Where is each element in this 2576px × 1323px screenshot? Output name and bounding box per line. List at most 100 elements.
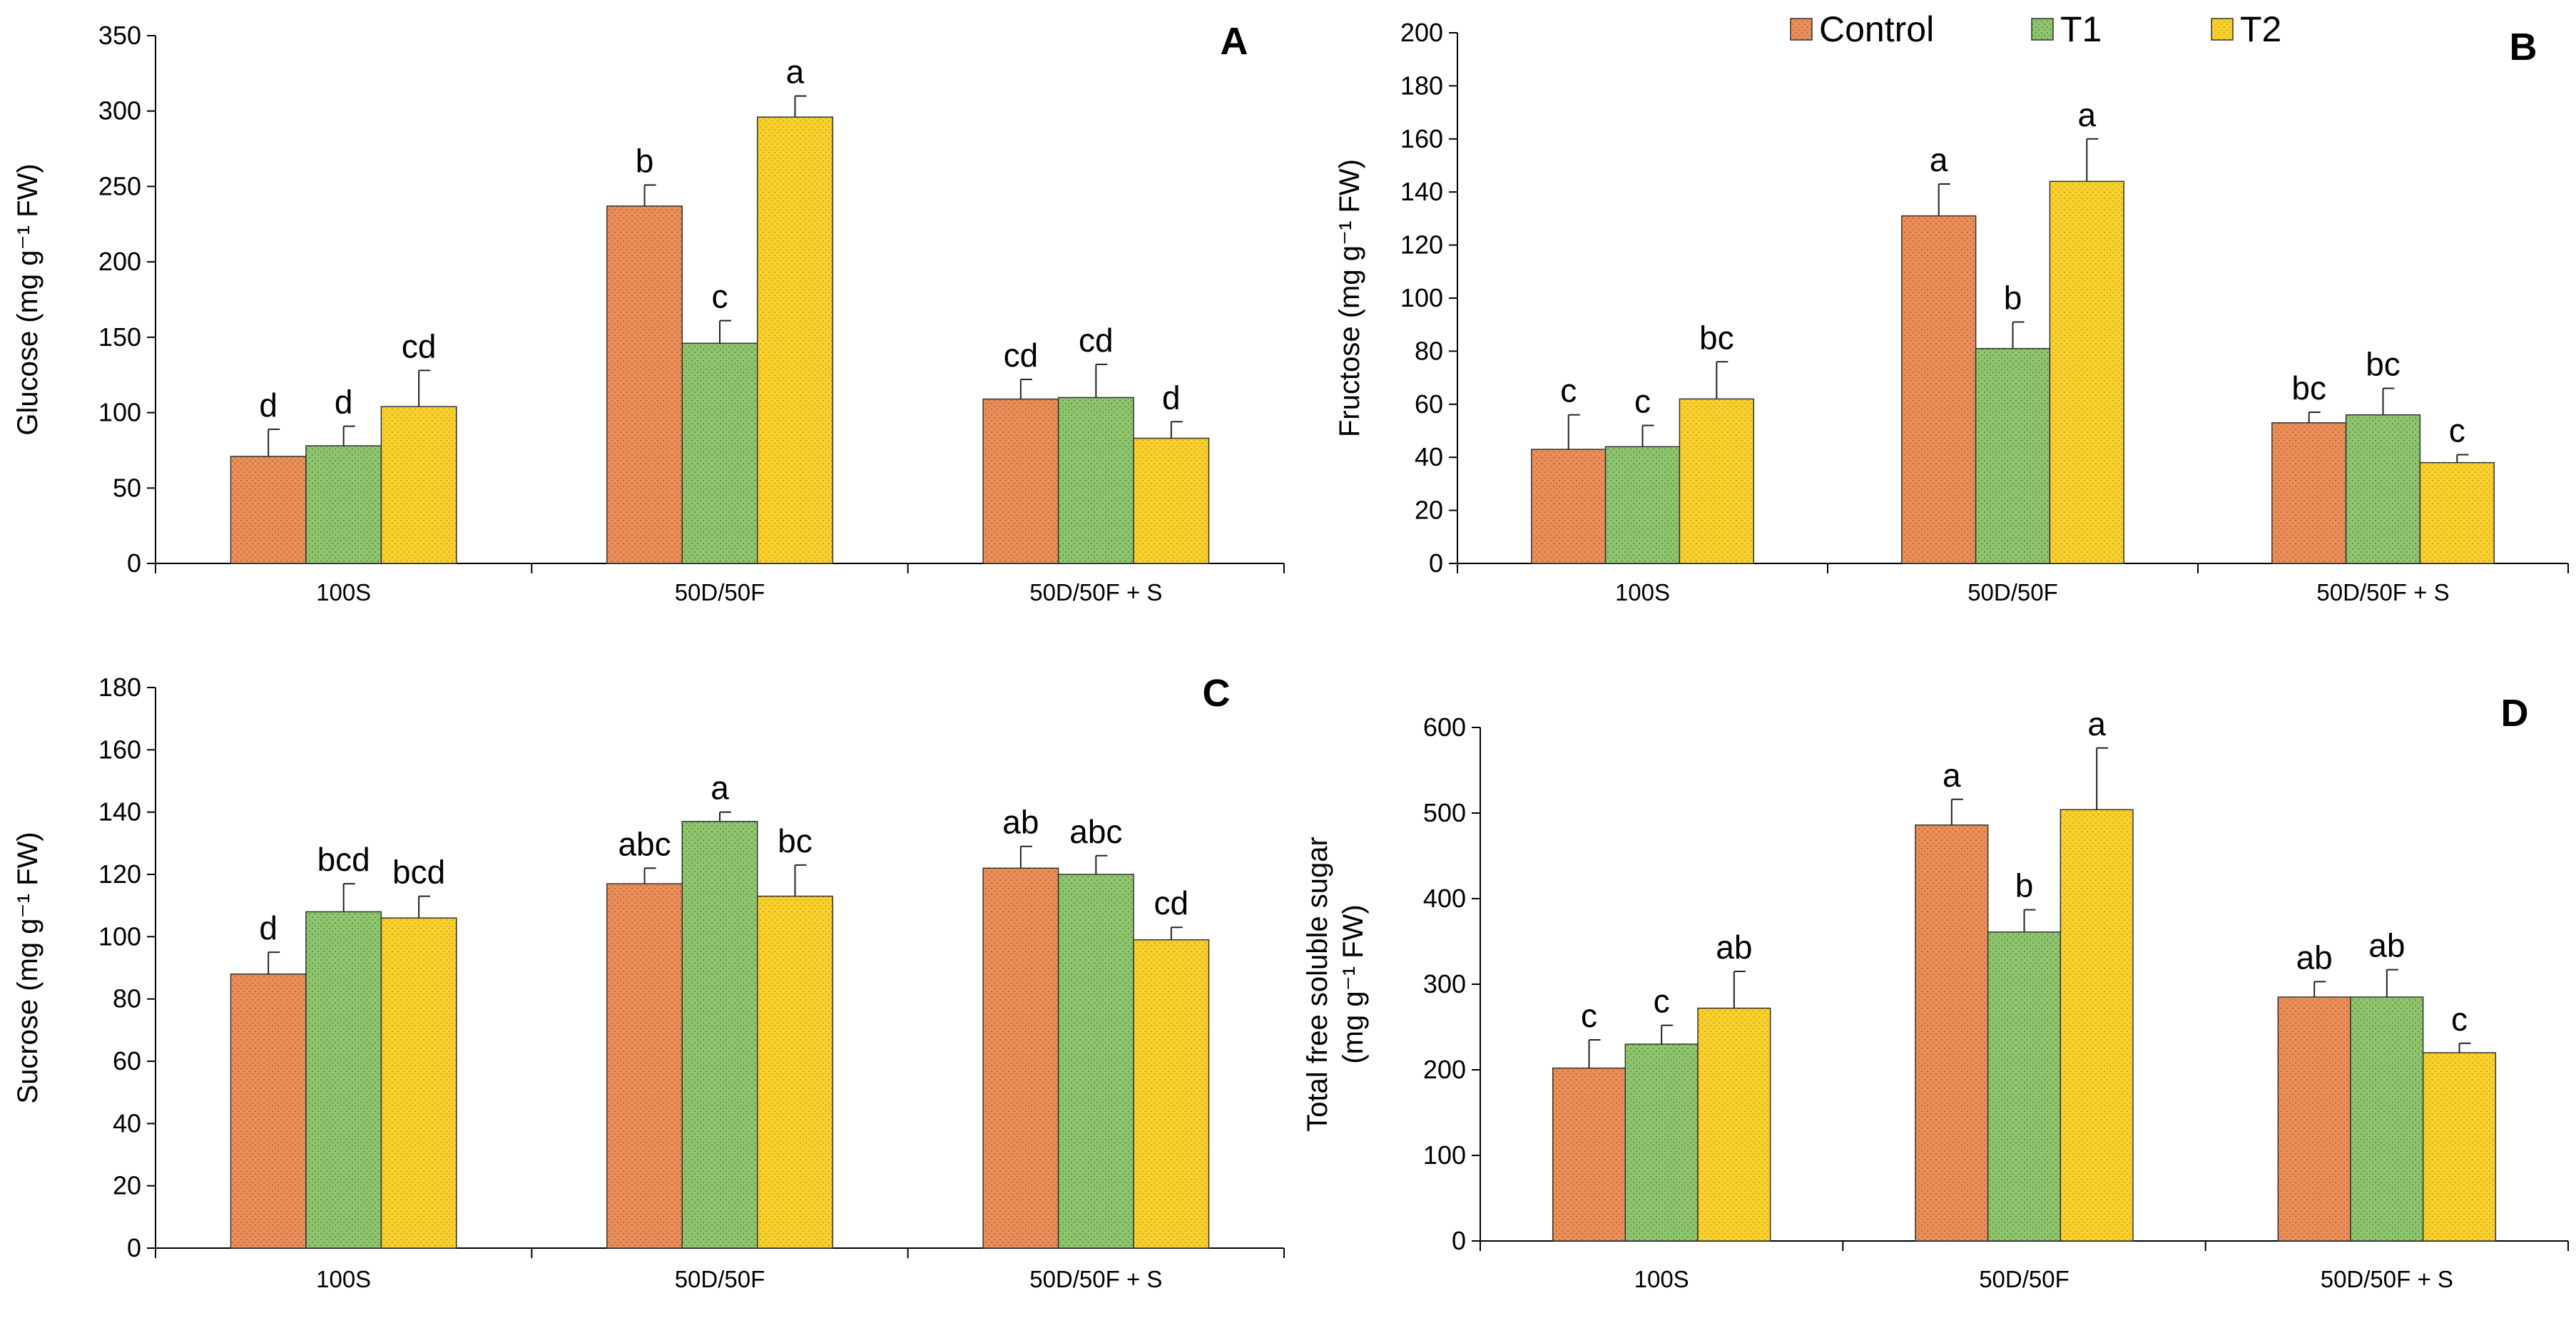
x-category-label: 50D/50F: [1967, 579, 2058, 606]
significance-letter: c: [1581, 997, 1597, 1034]
significance-letter: c: [1634, 383, 1651, 420]
bar-t2: [1133, 939, 1210, 1249]
bar-control: [2277, 996, 2351, 1242]
x-category-label: 100S: [316, 1266, 371, 1292]
y-tick-label: 100: [1423, 1140, 1466, 1170]
bar-t1: [681, 821, 758, 1249]
x-category-label: 50D/50F: [1979, 1266, 2070, 1292]
y-axis-label: (mg g⁻¹ FW): [1338, 904, 1369, 1063]
significance-letter: bc: [2366, 345, 2401, 382]
y-tick-label: 180: [98, 673, 141, 702]
y-tick-label: 80: [1415, 336, 1443, 365]
bar-t1: [1057, 874, 1134, 1249]
y-tick-label: 20: [113, 1171, 141, 1200]
significance-letter: d: [1162, 379, 1181, 416]
legend: Control T1 T2: [1790, 9, 2281, 49]
y-tick-label: 250: [98, 171, 141, 200]
bar-t1: [2350, 996, 2424, 1242]
bar-t2: [2419, 461, 2495, 564]
y-tick-label: 60: [113, 1046, 141, 1076]
x-category-label: 50D/50F: [675, 1266, 765, 1292]
significance-letter: d: [335, 384, 353, 421]
bar-t2: [1697, 1007, 1771, 1242]
x-category-label: 100S: [316, 579, 371, 606]
y-tick-label: 60: [1415, 389, 1443, 419]
significance-letter: a: [1930, 141, 1948, 178]
bar-t1: [305, 445, 382, 564]
bar-t2: [380, 406, 457, 564]
bar-control: [1552, 1067, 1626, 1242]
y-tick-label: 400: [1423, 884, 1466, 913]
bar-t1: [1604, 446, 1681, 564]
y-tick-label: 120: [1400, 230, 1443, 260]
y-tick-label: 0: [1429, 548, 1443, 578]
y-tick-label: 0: [1452, 1226, 1466, 1255]
y-tick-label: 140: [98, 797, 141, 827]
significance-letter: a: [2087, 705, 2106, 742]
significance-letter: b: [636, 142, 654, 179]
bar-t1: [305, 911, 382, 1249]
significance-letter: c: [2449, 412, 2465, 449]
significance-letter: bc: [1699, 319, 1734, 356]
y-tick-label: 200: [98, 247, 141, 276]
significance-letter: cd: [402, 327, 437, 364]
y-tick-label: 0: [127, 1233, 141, 1262]
significance-letter: ab: [2296, 939, 2333, 976]
significance-letter: a: [1943, 757, 1961, 794]
bar-control: [982, 867, 1059, 1249]
y-tick-label: 120: [98, 859, 141, 889]
panel-letter: C: [1203, 672, 1231, 715]
bar-t1: [1975, 347, 2051, 564]
bar-control: [2271, 422, 2347, 564]
significance-letter: cd: [1154, 884, 1189, 921]
y-tick-label: 40: [1415, 442, 1443, 471]
panel-letter: B: [2510, 26, 2537, 68]
x-category-label: 50D/50F: [675, 579, 765, 606]
y-tick-label: 150: [98, 322, 141, 352]
significance-letter: c: [2451, 1001, 2468, 1038]
significance-letter: a: [711, 770, 729, 807]
y-tick-label: 160: [1400, 124, 1443, 153]
bar-control: [1915, 824, 1989, 1242]
significance-letter: abc: [1069, 813, 1122, 850]
significance-letter: cd: [1079, 322, 1114, 359]
x-category-label: 50D/50F + S: [1029, 1266, 1162, 1292]
significance-letter: b: [2004, 279, 2022, 316]
y-tick-label: 0: [127, 548, 141, 578]
significance-letter: b: [2015, 867, 2034, 904]
significance-letter: bcd: [392, 854, 445, 891]
bar-t2: [380, 917, 457, 1249]
y-tick-label: 300: [98, 96, 141, 126]
legend-label-t1: T1: [2060, 9, 2102, 49]
y-tick-label: 100: [98, 921, 141, 951]
bar-control: [982, 398, 1059, 564]
bar-t2: [756, 895, 833, 1249]
bar-control: [606, 205, 683, 564]
panel-letter: D: [2501, 692, 2529, 735]
significance-letter: a: [2078, 96, 2097, 133]
legend-label-t2: T2: [2240, 9, 2281, 49]
bar-control: [1901, 215, 1977, 564]
bar-t2: [1679, 398, 1754, 564]
significance-letter: bc: [778, 822, 813, 859]
y-tick-label: 200: [1400, 18, 1443, 47]
significance-letter: c: [1654, 983, 1670, 1020]
bar-t1: [1624, 1043, 1699, 1242]
y-axis-label: Sucrose (mg g⁻¹ FW): [12, 832, 44, 1103]
x-category-label: 100S: [1615, 579, 1670, 606]
significance-letter: bcd: [317, 841, 370, 878]
bar-t2: [1133, 437, 1210, 564]
y-tick-label: 20: [1415, 496, 1443, 525]
chart-panel-c: 0 20 40 60 80 100 120 140 160 180 Sucrose (mg g⁻¹ …: [12, 672, 1285, 1292]
x-category-label: 50D/50F + S: [1029, 579, 1162, 606]
bar-t1: [2345, 414, 2421, 564]
y-tick-label: 180: [1400, 71, 1443, 100]
legend-swatch-t2: [2211, 18, 2234, 41]
significance-letter: c: [712, 278, 728, 315]
significance-letter: abc: [618, 825, 671, 862]
x-category-label: 50D/50F + S: [2316, 579, 2449, 606]
significance-letter: c: [1560, 372, 1577, 409]
legend-swatch-t1: [2031, 18, 2054, 41]
bar-t1: [1987, 931, 2062, 1242]
y-tick-label: 160: [98, 735, 141, 764]
